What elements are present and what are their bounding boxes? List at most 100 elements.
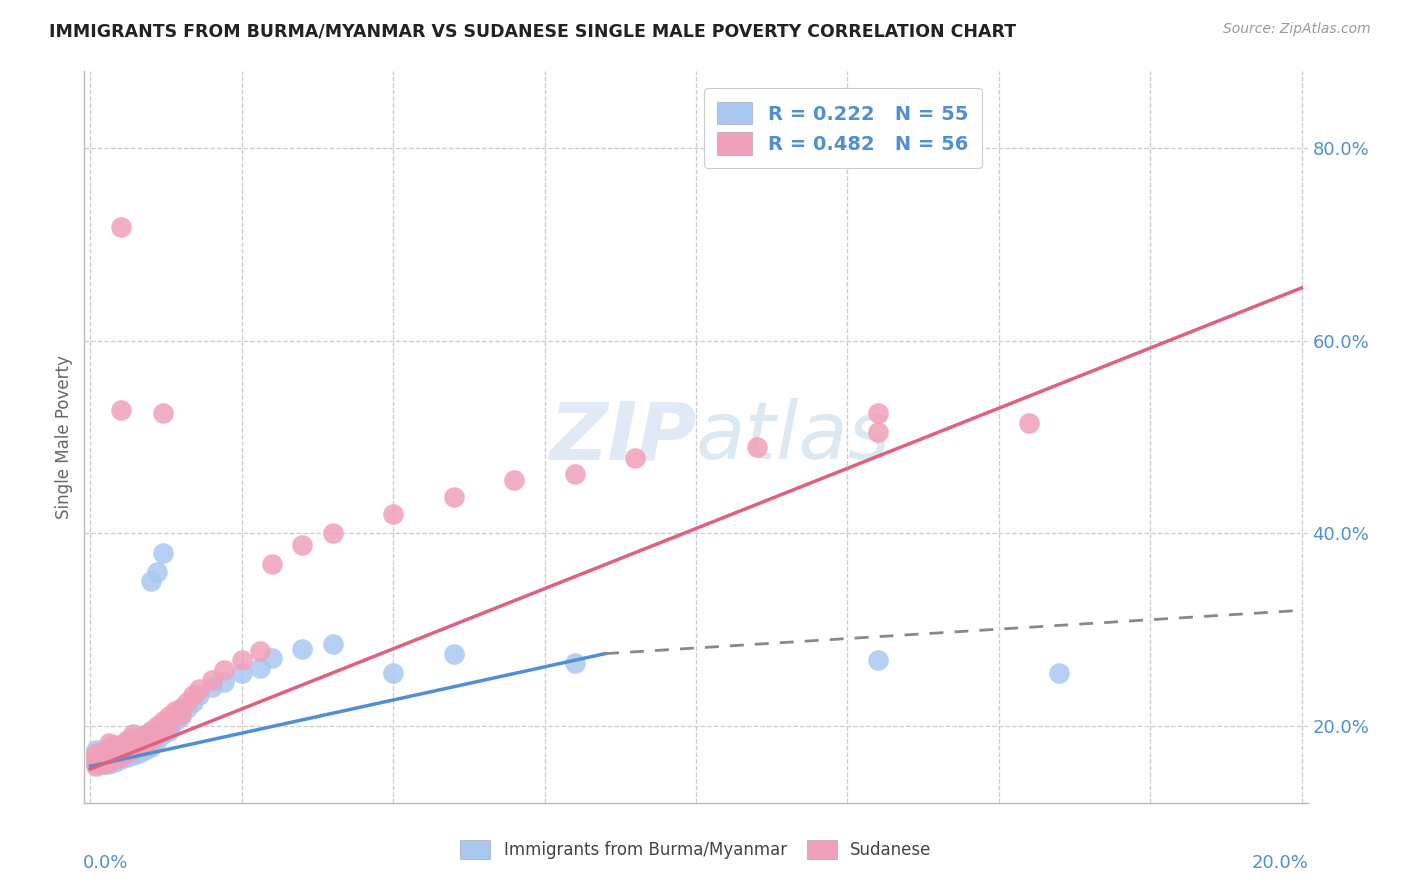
Point	[183, 688, 205, 702]
Point	[188, 682, 211, 697]
Point	[322, 526, 344, 541]
Point	[200, 673, 222, 687]
Point	[115, 749, 138, 764]
Point	[183, 695, 205, 709]
Point	[121, 739, 143, 754]
Point	[170, 701, 193, 715]
Point	[157, 717, 180, 731]
Point	[134, 736, 156, 750]
Point	[115, 736, 138, 750]
Point	[170, 705, 193, 719]
Point	[139, 739, 162, 754]
Point	[91, 747, 114, 762]
Y-axis label: Single Male Poverty: Single Male Poverty	[55, 355, 73, 519]
Text: IMMIGRANTS FROM BURMA/MYANMAR VS SUDANESE SINGLE MALE POVERTY CORRELATION CHART: IMMIGRANTS FROM BURMA/MYANMAR VS SUDANES…	[49, 22, 1017, 40]
Point	[86, 746, 108, 760]
Point	[86, 759, 108, 773]
Point	[212, 663, 235, 677]
Text: ZIP: ZIP	[548, 398, 696, 476]
Point	[104, 752, 127, 766]
Point	[110, 220, 132, 235]
Point	[97, 756, 120, 770]
Point	[146, 733, 169, 747]
Point	[157, 723, 180, 738]
Point	[110, 403, 132, 417]
Point	[86, 749, 108, 764]
Point	[249, 661, 271, 675]
Point	[866, 653, 889, 667]
Point	[104, 738, 127, 752]
Point	[291, 538, 314, 552]
Point	[121, 726, 143, 740]
Point	[262, 557, 284, 571]
Point	[115, 746, 138, 760]
Point	[152, 545, 174, 559]
Point	[86, 747, 108, 762]
Point	[110, 752, 132, 766]
Point	[1047, 665, 1070, 680]
Point	[152, 721, 174, 735]
Point	[503, 474, 526, 488]
Point	[134, 743, 156, 757]
Point	[382, 507, 405, 521]
Point	[97, 757, 120, 772]
Point	[91, 757, 114, 772]
Point	[115, 743, 138, 757]
Point	[152, 714, 174, 728]
Point	[104, 743, 127, 757]
Point	[128, 746, 150, 760]
Point	[110, 743, 132, 757]
Point	[231, 665, 253, 680]
Point	[128, 739, 150, 754]
Point	[564, 657, 586, 671]
Point	[134, 728, 156, 742]
Point	[152, 406, 174, 420]
Point	[231, 653, 253, 667]
Point	[121, 736, 143, 750]
Point	[170, 707, 193, 722]
Point	[91, 743, 114, 757]
Point	[176, 695, 198, 709]
Point	[152, 726, 174, 740]
Text: 0.0%: 0.0%	[83, 854, 128, 872]
Point	[188, 688, 211, 702]
Point	[157, 719, 180, 733]
Point	[139, 733, 162, 747]
Point	[176, 701, 198, 715]
Point	[262, 651, 284, 665]
Point	[443, 490, 465, 504]
Point	[97, 747, 120, 762]
Point	[86, 743, 108, 757]
Point	[110, 749, 132, 764]
Point	[165, 705, 187, 719]
Point	[104, 756, 127, 770]
Point	[157, 709, 180, 723]
Text: 20.0%: 20.0%	[1251, 854, 1309, 872]
Point	[249, 644, 271, 658]
Point	[128, 733, 150, 747]
Point	[110, 738, 132, 752]
Point	[382, 665, 405, 680]
Point	[866, 406, 889, 420]
Point	[564, 467, 586, 481]
Legend: Immigrants from Burma/Myanmar, Sudanese: Immigrants from Burma/Myanmar, Sudanese	[453, 831, 939, 868]
Point	[146, 719, 169, 733]
Point	[97, 739, 120, 754]
Point	[115, 739, 138, 754]
Point	[97, 749, 120, 764]
Point	[170, 709, 193, 723]
Point	[866, 425, 889, 440]
Point	[97, 736, 120, 750]
Point	[115, 733, 138, 747]
Text: Source: ZipAtlas.com: Source: ZipAtlas.com	[1223, 22, 1371, 37]
Point	[443, 647, 465, 661]
Point	[128, 733, 150, 747]
Point	[165, 714, 187, 728]
Point	[86, 756, 108, 770]
Point	[212, 675, 235, 690]
Point	[91, 757, 114, 772]
Point	[200, 681, 222, 695]
Point	[104, 746, 127, 760]
Point	[104, 749, 127, 764]
Point	[139, 574, 162, 589]
